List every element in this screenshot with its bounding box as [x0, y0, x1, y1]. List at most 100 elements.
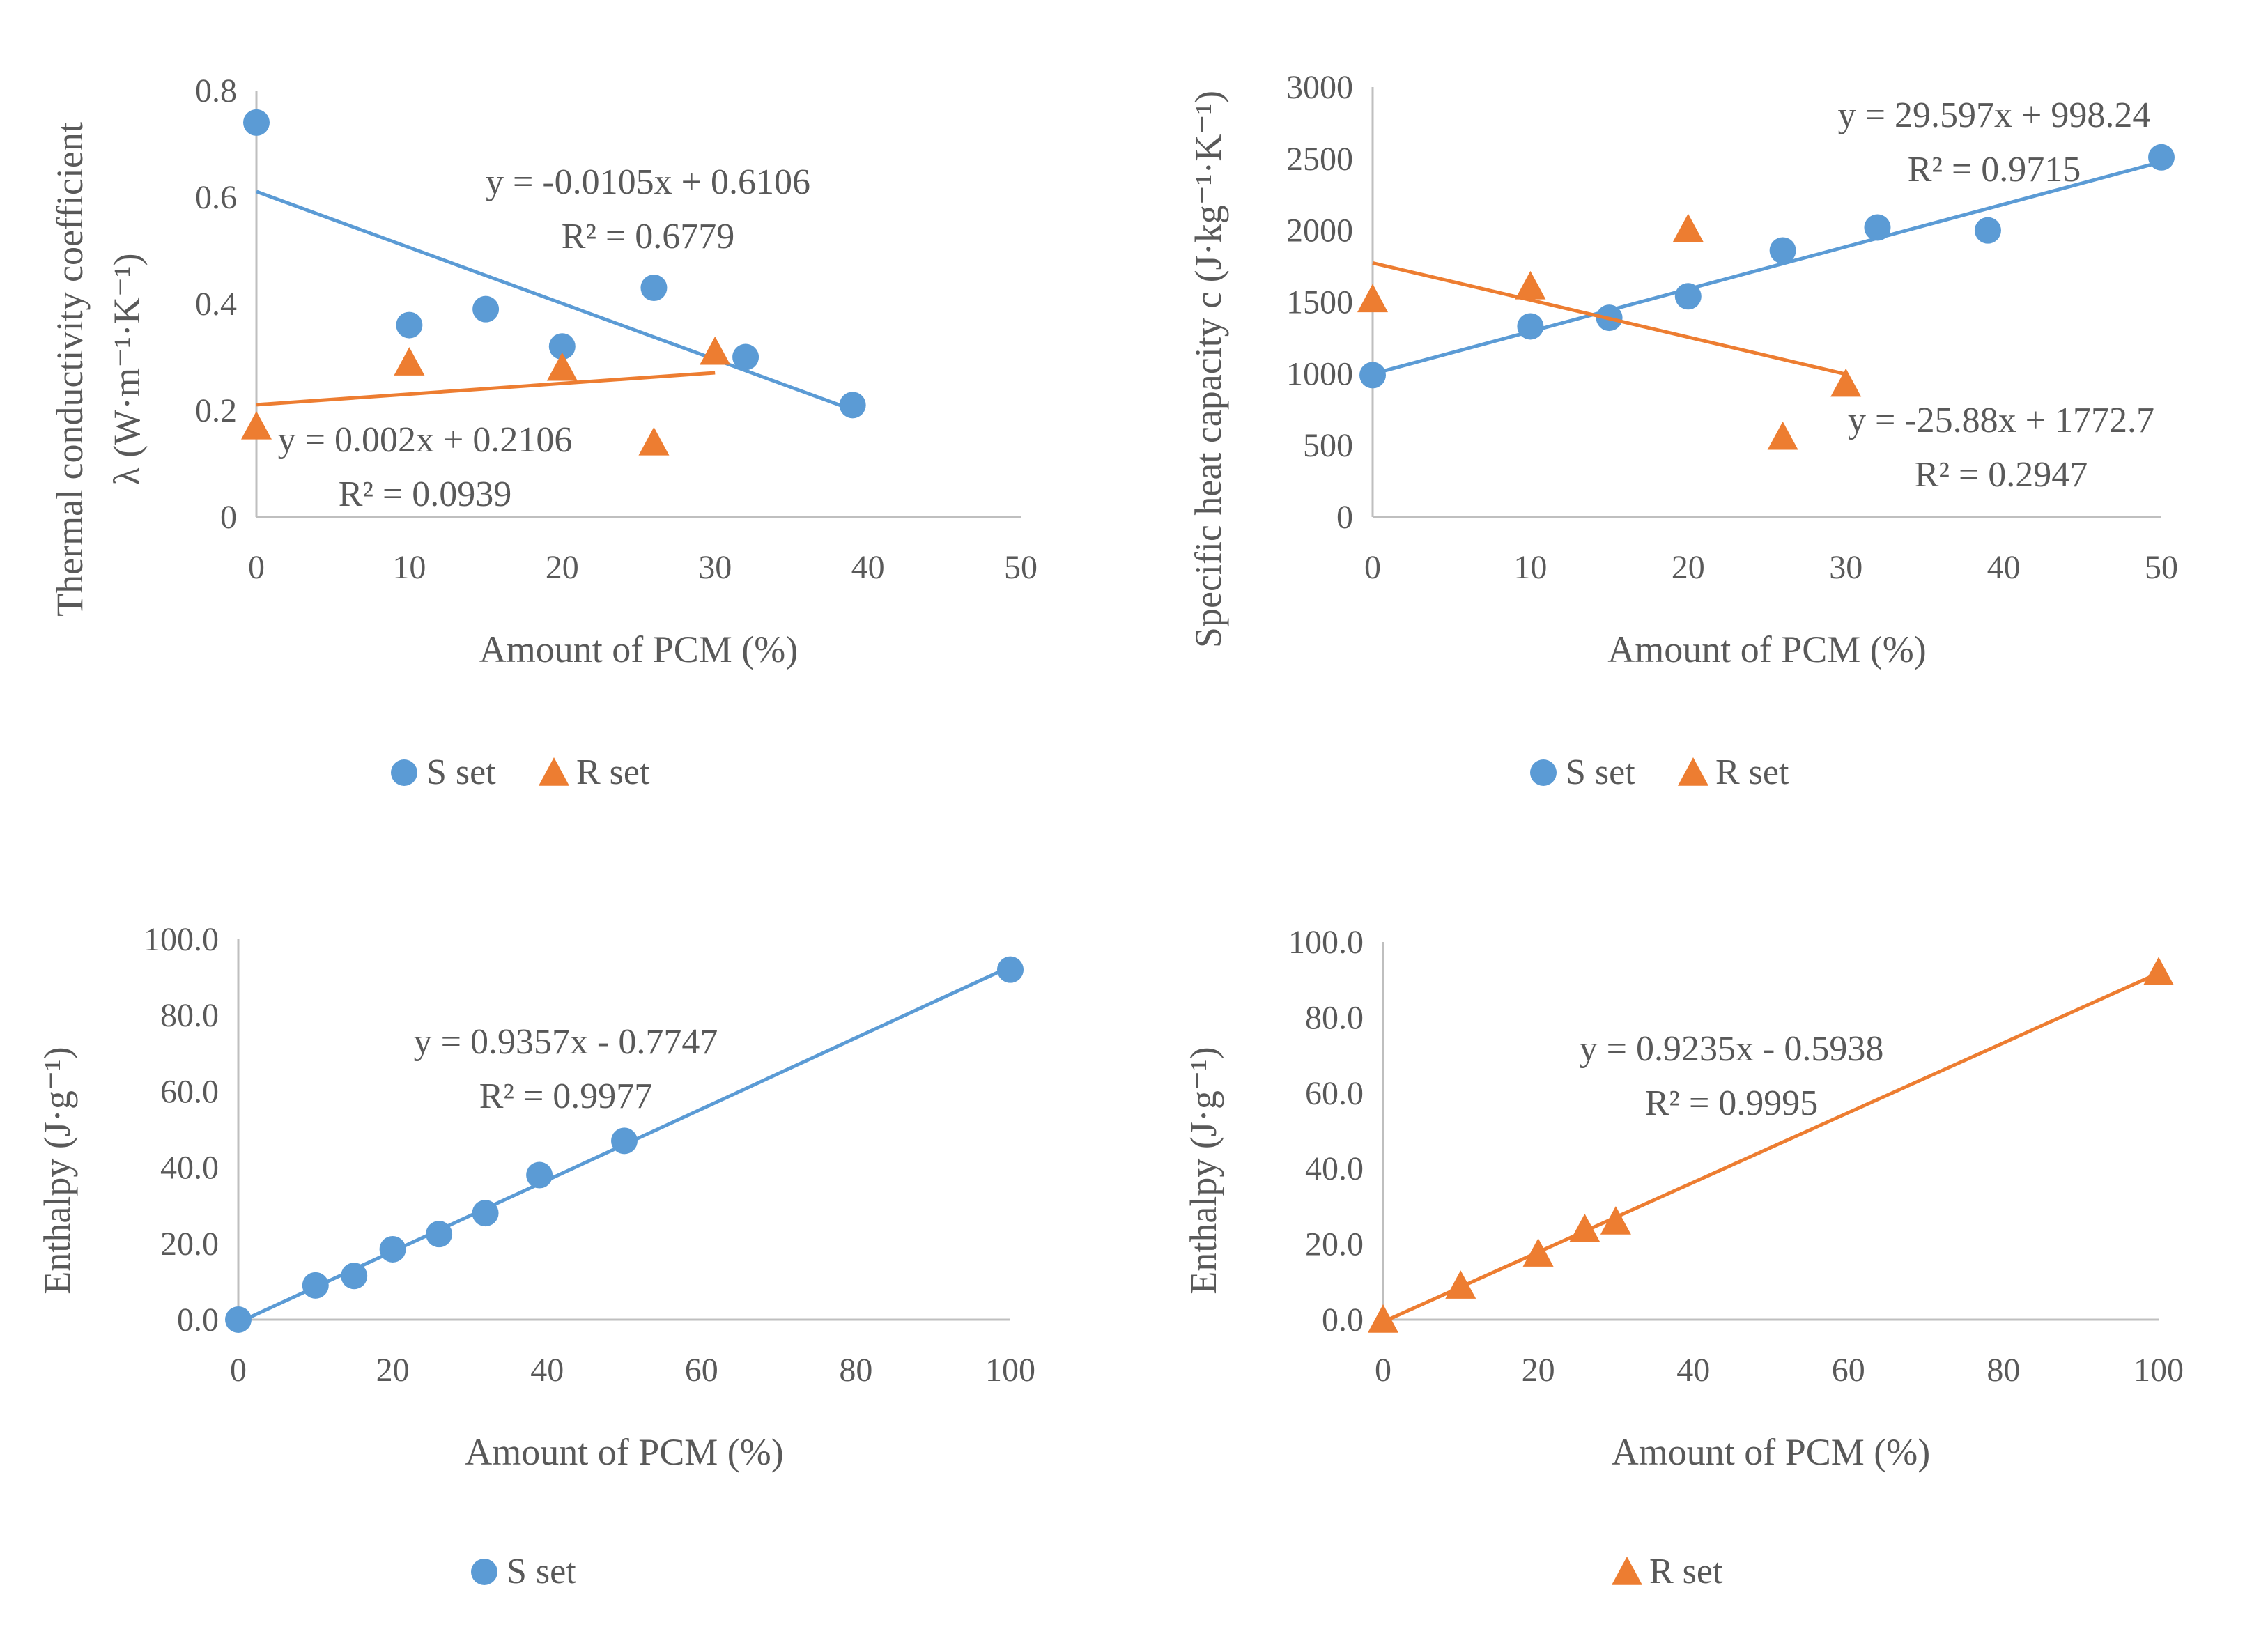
x-tick-label: 20: [376, 1352, 410, 1389]
x-tick-label: 100: [2134, 1352, 2184, 1389]
data-point: [1672, 213, 1704, 242]
data-point: [1445, 1270, 1476, 1299]
data-point: [1515, 270, 1546, 300]
x-tick-label: 0: [1364, 549, 1381, 586]
data-point: [1974, 217, 2001, 244]
x-tick-label: 30: [1829, 549, 1862, 586]
legend-label: R set: [576, 752, 650, 792]
data-point: [394, 347, 425, 376]
data-point: [839, 392, 866, 419]
trendline-equation: y = 0.9235x - 0.5938: [1580, 1029, 1884, 1069]
y-tick-label: 40.0: [1305, 1150, 1364, 1187]
data-point: [1864, 214, 1891, 241]
data-point: [1767, 421, 1798, 450]
y-tick-label: 20.0: [1305, 1226, 1364, 1263]
y-tick-label: 0.6: [195, 179, 237, 216]
y-tick-label: 100.0: [144, 921, 219, 958]
data-point: [341, 1263, 368, 1290]
data-point: [611, 1127, 638, 1155]
y-tick-label: 0.0: [177, 1302, 219, 1338]
trendline-equation: y = -0.0105x + 0.6106: [486, 162, 810, 202]
data-point: [241, 410, 272, 440]
trendline-r-set: [1372, 261, 1846, 376]
x-axis-title: Amount of PCM (%): [1612, 1431, 1931, 1473]
y-tick-label: 0.4: [195, 286, 237, 323]
y-tick-label: 0.0: [1322, 1302, 1364, 1338]
data-point: [426, 1221, 453, 1248]
y-tick-label: 2000: [1286, 213, 1353, 249]
trendline-r-set: [256, 371, 716, 407]
x-axis-title: Amount of PCM (%): [1607, 628, 1927, 670]
x-tick-label: 0: [1375, 1352, 1391, 1389]
data-point: [379, 1235, 406, 1263]
x-axis-title: Amount of PCM (%): [465, 1431, 784, 1473]
r-squared-label: R² = 0.2947: [1915, 455, 2088, 495]
y-tick-label: 60.0: [160, 1073, 219, 1110]
x-tick-label: 60: [1832, 1352, 1865, 1389]
data-point: [1517, 313, 1544, 340]
data-point: [546, 352, 578, 381]
x-tick-label: 80: [1987, 1352, 2020, 1389]
data-point: [1674, 283, 1702, 310]
legend-marker: [391, 759, 417, 786]
y-tick-label: 3000: [1286, 69, 1353, 106]
legend-label: S set: [507, 1552, 576, 1591]
y-tick-label: 0: [220, 499, 237, 536]
y-tick-label: 0.2: [195, 392, 237, 429]
data-point: [1569, 1213, 1600, 1242]
data-point: [2143, 957, 2174, 986]
data-point: [302, 1272, 329, 1299]
y-tick-label: 80.0: [160, 997, 219, 1034]
x-tick-label: 30: [698, 549, 732, 586]
y-tick-label: 60.0: [1305, 1075, 1364, 1112]
x-tick-label: 50: [2145, 549, 2178, 586]
legend-label: S set: [426, 752, 496, 792]
data-point: [700, 336, 731, 365]
data-point: [1830, 368, 1862, 397]
data-point: [472, 1200, 499, 1227]
chart-thermal-conductivity: 0 0.2 0.4 0.6 0.8 0 10 20 30 40 50 Amount of PCM (%…: [49, 72, 1037, 792]
x-tick-label: 20: [1672, 549, 1705, 586]
x-tick-label: 40: [1676, 1352, 1710, 1389]
y-axis-title: Enthalpy (J·g⁻¹): [1182, 1047, 1224, 1294]
y-axis-title: Thermal conductivity coefficient: [49, 122, 91, 617]
y-tick-label: 500: [1303, 427, 1353, 464]
x-tick-label: 40: [851, 549, 885, 586]
y-tick-label: 1000: [1286, 355, 1353, 392]
legend-marker: [1612, 1557, 1642, 1585]
data-point: [1769, 237, 1796, 264]
data-point: [548, 333, 576, 360]
r-squared-label: R² = 0.0939: [339, 474, 512, 514]
trendline-s-set: [1372, 160, 2162, 376]
r-squared-label: R² = 0.6779: [562, 217, 735, 256]
y-tick-label: 0: [1336, 499, 1353, 536]
y-tick-label: 0.8: [195, 72, 237, 109]
data-point: [526, 1161, 553, 1189]
y-axis-title: Specific heat capacity c (J·kg⁻¹·K⁻¹): [1187, 91, 1229, 648]
data-point: [472, 295, 500, 323]
x-tick-label: 20: [546, 549, 579, 586]
x-tick-label: 40: [530, 1352, 564, 1389]
y-tick-label: 40.0: [160, 1150, 219, 1187]
legend-marker: [1530, 759, 1557, 786]
data-point: [1357, 284, 1388, 313]
x-tick-label: 100: [985, 1352, 1035, 1389]
chart-enthalpy-r: 0.0 20.0 40.0 60.0 80.0 100.0 0 20 40 60 80 100 Amou…: [1182, 924, 2184, 1591]
trendline-equation: y = 0.002x + 0.2106: [278, 420, 573, 460]
trendline-equation: y = 29.597x + 998.24: [1838, 95, 2151, 135]
x-tick-label: 10: [1513, 549, 1547, 586]
trendline-r-set: [1382, 971, 2160, 1324]
y-tick-label: 100.0: [1288, 924, 1364, 961]
trendline-equation: y = 0.9357x - 0.7747: [414, 1022, 718, 1062]
x-tick-label: 0: [230, 1352, 247, 1389]
y-tick-label: 20.0: [160, 1226, 219, 1263]
chart-specific-heat: 0 500 1000 1500 2000 2500 3000 0 10 20 30 40 50 Amoun…: [1187, 69, 2178, 792]
x-tick-label: 50: [1004, 549, 1037, 586]
data-point: [997, 956, 1024, 983]
chart-enthalpy-s: 0.0 20.0 40.0 60.0 80.0 100.0 0 20 40 60 80 100 Amou…: [36, 921, 1035, 1591]
legend-label: S set: [1566, 752, 1635, 792]
data-point: [638, 426, 670, 456]
trendline-equation: y = -25.88x + 1772.7: [1848, 401, 2154, 440]
x-tick-label: 40: [1987, 549, 2021, 586]
